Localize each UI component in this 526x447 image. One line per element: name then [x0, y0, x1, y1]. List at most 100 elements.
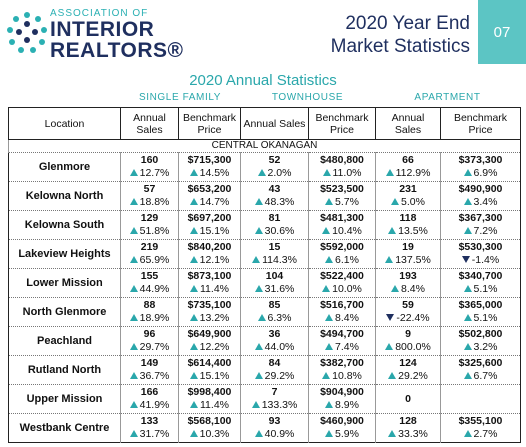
cell: 118 13.5% — [375, 210, 441, 240]
change: 10.0% — [309, 283, 375, 296]
location: Lower Mission — [8, 268, 121, 298]
location: Lakeview Heights — [8, 239, 121, 269]
value: 84 — [268, 357, 281, 369]
value: 66 — [402, 154, 414, 166]
change: 30.6% — [241, 225, 308, 238]
change: 3.2% — [441, 341, 520, 354]
value: $523,500 — [320, 183, 364, 195]
change: 48.3% — [241, 196, 308, 209]
value: $873,100 — [187, 270, 232, 282]
change: 44.0% — [241, 341, 308, 354]
cell: 104 31.6% — [240, 268, 309, 298]
change: -22.4% — [376, 312, 440, 325]
value: 96 — [143, 328, 156, 340]
value: $614,400 — [187, 357, 232, 369]
change: 133.3% — [241, 399, 308, 412]
value: 155 — [140, 270, 159, 282]
change: 7.4% — [309, 341, 375, 354]
change: 2.0% — [241, 167, 308, 180]
location: Upper Mission — [8, 384, 121, 414]
change: 12.1% — [179, 254, 240, 267]
cell: 43 48.3% — [240, 181, 309, 211]
value: 81 — [268, 212, 281, 224]
cell: $568,100 10.3% — [178, 413, 241, 443]
value: $481,300 — [320, 212, 364, 224]
cell: $516,700 8.4% — [308, 297, 376, 327]
data-row: Glenmore 160 12.7% $715,300 14.5% 52 2.0% $480,… — [8, 152, 521, 182]
value: 9 — [405, 328, 411, 340]
value: $840,200 — [187, 241, 232, 253]
value: $649,900 — [187, 328, 232, 340]
value: 59 — [402, 299, 414, 311]
change: 6.1% — [309, 254, 375, 267]
cell: $340,700 5.1% — [440, 268, 521, 298]
logo-line: INTERIOR — [50, 18, 155, 41]
cell: $697,200 15.1% — [178, 210, 241, 240]
change: 33.3% — [376, 428, 440, 441]
cell: 85 6.3% — [240, 297, 309, 327]
value: $367,300 — [458, 212, 503, 224]
change: 8.4% — [376, 283, 440, 296]
column-header: Benchmark Price — [178, 107, 241, 140]
cell: $998,400 11.4% — [178, 384, 241, 414]
location: Westbank Centre — [8, 413, 121, 443]
location: Glenmore — [8, 152, 121, 182]
change: 5.0% — [376, 196, 440, 209]
change: 5.7% — [309, 196, 375, 209]
value: 57 — [143, 183, 156, 195]
group-label: TOWNHOUSE — [271, 92, 344, 103]
cell: $480,800 11.0% — [308, 152, 376, 182]
cell: $365,000 5.1% — [440, 297, 521, 327]
section-label: CENTRAL OKANAGAN — [8, 139, 521, 153]
data-row: Lakeview Heights 219 65.9% $840,200 12.1% 15 1… — [8, 239, 521, 269]
cell: 128 33.3% — [375, 413, 441, 443]
data-row: Peachland 96 29.7% $649,900 12.2% 36 44.0% $494… — [8, 326, 521, 356]
cell: 0 — [375, 384, 441, 414]
cell: 59 -22.4% — [375, 297, 441, 327]
column-header: Location — [8, 107, 121, 140]
change: 5.1% — [441, 283, 520, 296]
change: 5.1% — [441, 312, 520, 325]
cell: $649,900 12.2% — [178, 326, 241, 356]
logo-text: ASSOCIATION OF INTERIOR REALTORS® — [50, 8, 184, 61]
change: 137.5% — [376, 254, 440, 267]
value: $325,600 — [458, 357, 503, 369]
cell: 15 114.3% — [240, 239, 309, 269]
cell — [440, 384, 521, 414]
value: $480,800 — [320, 154, 364, 166]
cell: $840,200 12.1% — [178, 239, 241, 269]
logo-mark — [7, 12, 47, 53]
cell: 66 112.9% — [375, 152, 441, 182]
value: 15 — [268, 241, 281, 253]
location: Rutland North — [8, 355, 121, 385]
data-row: Lower Mission 155 44.9% $873,100 11.4% 104 31.… — [8, 268, 521, 298]
cell: $373,300 6.9% — [440, 152, 521, 182]
data-row: Kelowna South 129 51.8% $697,200 15.1% 81 30.6… — [8, 210, 521, 240]
cell: 36 44.0% — [240, 326, 309, 356]
cell: $522,400 10.0% — [308, 268, 376, 298]
cell: $355,100 2.7% — [440, 413, 521, 443]
location: Peachland — [8, 326, 121, 356]
data-row: North Glenmore 88 18.9% $735,100 13.2% 85 6.3%… — [8, 297, 521, 327]
cell: 129 51.8% — [120, 210, 179, 240]
title: 2020 Year End Market Statistics — [331, 12, 470, 58]
value: 19 — [402, 241, 414, 253]
value: $592,000 — [320, 241, 364, 253]
column-header: Benchmark Price — [440, 107, 521, 140]
cell: 160 12.7% — [120, 152, 179, 182]
cell: $490,900 3.4% — [440, 181, 521, 211]
data-row: Westbank Centre 133 31.7% $568,100 10.3% 93 40… — [8, 413, 521, 443]
change: 6.9% — [441, 167, 520, 180]
group-label: SINGLE FAMILY — [138, 92, 222, 103]
value: 36 — [268, 328, 281, 340]
stats-table: Location Annual Sales Benchmark Price Annua… — [8, 107, 521, 443]
cell: 231 5.0% — [375, 181, 441, 211]
value: 93 — [268, 415, 281, 427]
change: 8.4% — [309, 312, 375, 325]
change: 800.0% — [376, 341, 440, 354]
change: 44.9% — [121, 283, 178, 296]
value: 149 — [140, 357, 159, 369]
page-number: 07 — [478, 0, 526, 64]
change: 5.9% — [309, 428, 375, 441]
value: $530,300 — [458, 241, 503, 253]
